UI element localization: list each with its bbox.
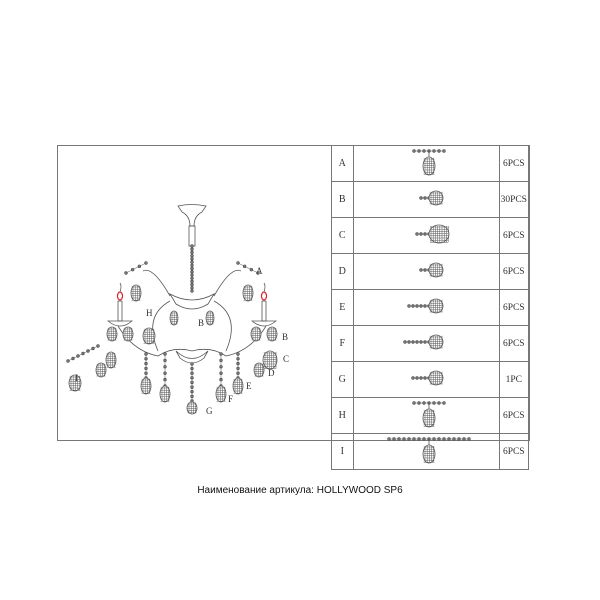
crystal-drop xyxy=(142,327,156,345)
part-icon xyxy=(352,253,500,290)
crystal-drop xyxy=(422,444,435,464)
ceiling-canopy xyxy=(177,204,207,227)
crystal-drop xyxy=(232,377,244,395)
part-icon xyxy=(352,145,500,182)
crystal-drop xyxy=(140,377,152,395)
part-qty: 6PCS xyxy=(498,145,530,182)
crystal-drop xyxy=(122,326,134,342)
upper-arm xyxy=(142,269,242,297)
part-icon xyxy=(352,289,500,326)
upper-bowl xyxy=(168,292,216,310)
part-label: H xyxy=(331,397,354,434)
part-icon xyxy=(352,433,500,470)
callout-b: B xyxy=(282,332,288,342)
crystal-drop xyxy=(428,224,449,244)
bulb xyxy=(260,291,268,301)
callout-h: H xyxy=(146,308,153,318)
candle-cup xyxy=(250,320,278,327)
chandelier-drawing: A B B C D E F G H I xyxy=(66,204,289,416)
parts-row: D 6PCS xyxy=(331,253,530,290)
canopy-stem xyxy=(188,225,196,247)
crystal-drop xyxy=(422,408,435,428)
callout-i: I xyxy=(75,373,78,383)
part-qty: 6PCS xyxy=(498,253,530,290)
parts-row: E 6PCS xyxy=(331,289,530,326)
crystal-drop xyxy=(186,401,198,415)
part-icon xyxy=(352,361,500,398)
crystal-drop xyxy=(262,350,278,370)
crystal-drop xyxy=(205,310,215,326)
part-icon xyxy=(352,397,500,434)
crystal-drop xyxy=(428,370,443,386)
crystal-drop xyxy=(422,156,435,176)
parts-row: C 6PCS xyxy=(331,217,530,254)
part-qty: 6PCS xyxy=(498,217,530,254)
crystal-drop xyxy=(215,385,227,403)
crystal-drop xyxy=(428,298,443,314)
crystal-drop xyxy=(428,262,443,278)
callout-g: G xyxy=(206,406,213,416)
callout-d: D xyxy=(268,368,275,378)
part-label: E xyxy=(331,289,354,326)
article-caption: Наименование артикула: HOLLYWOOD SP6 xyxy=(197,485,403,496)
crystal-drop xyxy=(106,326,118,342)
part-label: G xyxy=(331,361,354,398)
candle xyxy=(261,300,267,322)
crystal-drop xyxy=(130,284,142,302)
lower-ring xyxy=(117,325,267,357)
part-qty: 6PCS xyxy=(498,325,530,362)
part-label: I xyxy=(331,433,354,470)
part-qty: 6PCS xyxy=(498,289,530,326)
arm xyxy=(152,300,232,352)
crystal-drop xyxy=(428,190,443,206)
crystal-drop xyxy=(253,362,265,378)
parts-row: I 6PCS xyxy=(331,433,530,470)
callout-c: C xyxy=(283,354,289,364)
parts-row: H 6PCS xyxy=(331,397,530,434)
lower-bowl xyxy=(175,350,209,364)
part-icon xyxy=(352,325,500,362)
parts-row: F 6PCS xyxy=(331,325,530,362)
bulb xyxy=(116,291,124,301)
crystal-drop xyxy=(250,326,262,342)
parts-row: B 30PCS xyxy=(331,181,530,218)
part-icon xyxy=(352,181,500,218)
part-label: A xyxy=(331,145,354,182)
callout-e: E xyxy=(246,381,252,391)
flame xyxy=(119,282,122,293)
part-qty: 1PC xyxy=(498,361,530,398)
candle-cup xyxy=(106,320,134,327)
parts-row: G 1PC xyxy=(331,361,530,398)
candle xyxy=(117,300,123,322)
callout-b: B xyxy=(198,318,204,328)
part-label: B xyxy=(331,181,354,218)
crystal-drop xyxy=(266,326,278,342)
parts-table: A 6PCS B 30PCS C 6PCS D 6PCS E 6PCS F 6PCS G 1PC H 6PCS… xyxy=(331,145,530,470)
part-icon xyxy=(352,217,500,254)
parts-row: A 6PCS xyxy=(331,145,530,182)
part-qty: 6PCS xyxy=(498,397,530,434)
crystal-drop xyxy=(95,362,107,378)
part-label: C xyxy=(331,217,354,254)
flame xyxy=(263,282,266,293)
callout-f: F xyxy=(228,394,233,404)
part-qty: 6PCS xyxy=(498,433,530,470)
crystal-drop xyxy=(428,334,443,350)
callout-a: A xyxy=(256,266,263,276)
crystal-drop xyxy=(242,284,254,302)
assembly-sheet: A B B C D E F G H I A 6PCS B 30PCS C 6PCS D 6PC… xyxy=(57,145,530,470)
part-label: F xyxy=(331,325,354,362)
crystal-drop xyxy=(105,351,117,369)
crystal-drop xyxy=(169,310,179,326)
part-qty: 30PCS xyxy=(498,181,530,218)
crystal-drop xyxy=(159,385,171,403)
crystal-drop xyxy=(68,374,82,392)
part-label: D xyxy=(331,253,354,290)
